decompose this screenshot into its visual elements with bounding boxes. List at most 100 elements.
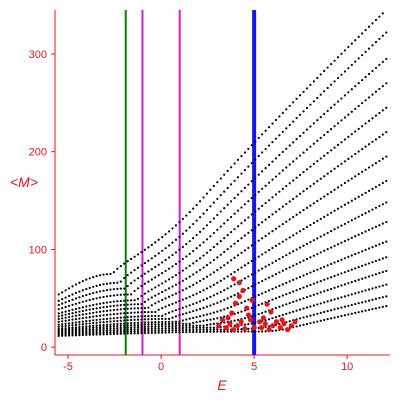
curve-point [212, 322, 215, 325]
curve-point [123, 332, 126, 335]
curve-point [85, 320, 88, 323]
curve-point [209, 323, 212, 326]
curve-point [367, 25, 371, 28]
curve-point [240, 251, 243, 254]
curve-point [119, 287, 122, 290]
curve-point [285, 127, 288, 130]
curve-point [292, 141, 295, 144]
curve-point [230, 259, 233, 262]
curve-point [88, 319, 91, 322]
curve-point [361, 170, 364, 174]
curve-point [385, 240, 388, 243]
curve-point [357, 291, 360, 294]
curve-point [364, 50, 367, 53]
curve-point [333, 167, 336, 170]
curve-point [140, 264, 143, 267]
curve-point [371, 117, 374, 120]
curve-point [98, 331, 102, 334]
x-tick-label: 0 [158, 361, 164, 373]
curve-point [350, 88, 353, 91]
curve-point [367, 143, 371, 146]
curve-point [247, 246, 250, 250]
curve-point [330, 63, 333, 66]
highlight-point [279, 317, 285, 323]
curve-point [223, 315, 226, 318]
curve-point [147, 306, 150, 309]
curve-point [254, 321, 257, 324]
curve-point [150, 323, 153, 326]
curve-point [285, 293, 288, 296]
curve-point [330, 149, 333, 152]
curve-point [312, 122, 315, 125]
curve-point [147, 315, 150, 318]
curve-point [264, 218, 267, 221]
curve-point [67, 287, 71, 290]
curve-point [271, 230, 274, 233]
curve-point [140, 311, 143, 314]
curve-point [316, 180, 319, 183]
curve-point [226, 248, 229, 251]
curve-point [109, 309, 112, 312]
curve-point [112, 294, 115, 297]
curve-point [264, 129, 267, 132]
highlight-point [273, 319, 280, 325]
curve-point [326, 231, 329, 234]
y-tick-label: 100 [29, 244, 47, 256]
curve-point [319, 235, 322, 238]
curve-point [326, 248, 329, 251]
curve-point [185, 277, 188, 280]
highlight-point [245, 312, 252, 318]
curve-point [74, 302, 78, 305]
curve-point [305, 285, 309, 288]
curve-point [295, 195, 298, 198]
curve-point [216, 310, 219, 313]
curve-point [305, 257, 309, 261]
curve-point [71, 285, 74, 288]
curve-point [267, 199, 271, 202]
curve-point [278, 314, 281, 318]
curve-point [157, 300, 160, 303]
curve-point [147, 318, 150, 321]
curve-point [143, 331, 147, 335]
curve-point [219, 266, 222, 269]
curve-point [109, 313, 112, 316]
curve-point [361, 290, 364, 293]
curve-point [171, 320, 174, 323]
curve-point [78, 317, 81, 320]
curve-point [354, 152, 357, 156]
curve-point [267, 318, 271, 321]
curve-points [57, 12, 388, 338]
curve-point [298, 317, 302, 320]
curve-point [212, 294, 215, 297]
curve-point [357, 311, 360, 314]
curve-point [161, 327, 164, 330]
curve-point [333, 274, 336, 278]
curve-point [67, 309, 71, 312]
curve-point [81, 289, 84, 292]
curve-point [136, 253, 140, 256]
curve-point [247, 231, 250, 234]
curve-point [281, 150, 284, 154]
curve-point [195, 233, 198, 237]
curve-point [98, 283, 102, 287]
curve-point [319, 267, 322, 270]
highlight-point [251, 325, 257, 331]
curve-point [298, 154, 302, 157]
curve-point [336, 307, 340, 310]
curve-point [319, 115, 322, 119]
curve-point [364, 300, 367, 303]
curve-point [285, 281, 288, 284]
curve-point [309, 145, 312, 148]
curve-point [157, 284, 160, 287]
curve-point [71, 303, 74, 306]
curve-point [188, 317, 191, 320]
curve-point [271, 178, 274, 181]
curve-point [292, 101, 295, 104]
curve-point [195, 330, 198, 334]
curve-point [274, 306, 278, 310]
curve-point [219, 330, 222, 333]
curve-point [261, 151, 264, 154]
curve-point [171, 322, 174, 325]
curve-point [95, 303, 98, 306]
curve-point [285, 108, 288, 111]
